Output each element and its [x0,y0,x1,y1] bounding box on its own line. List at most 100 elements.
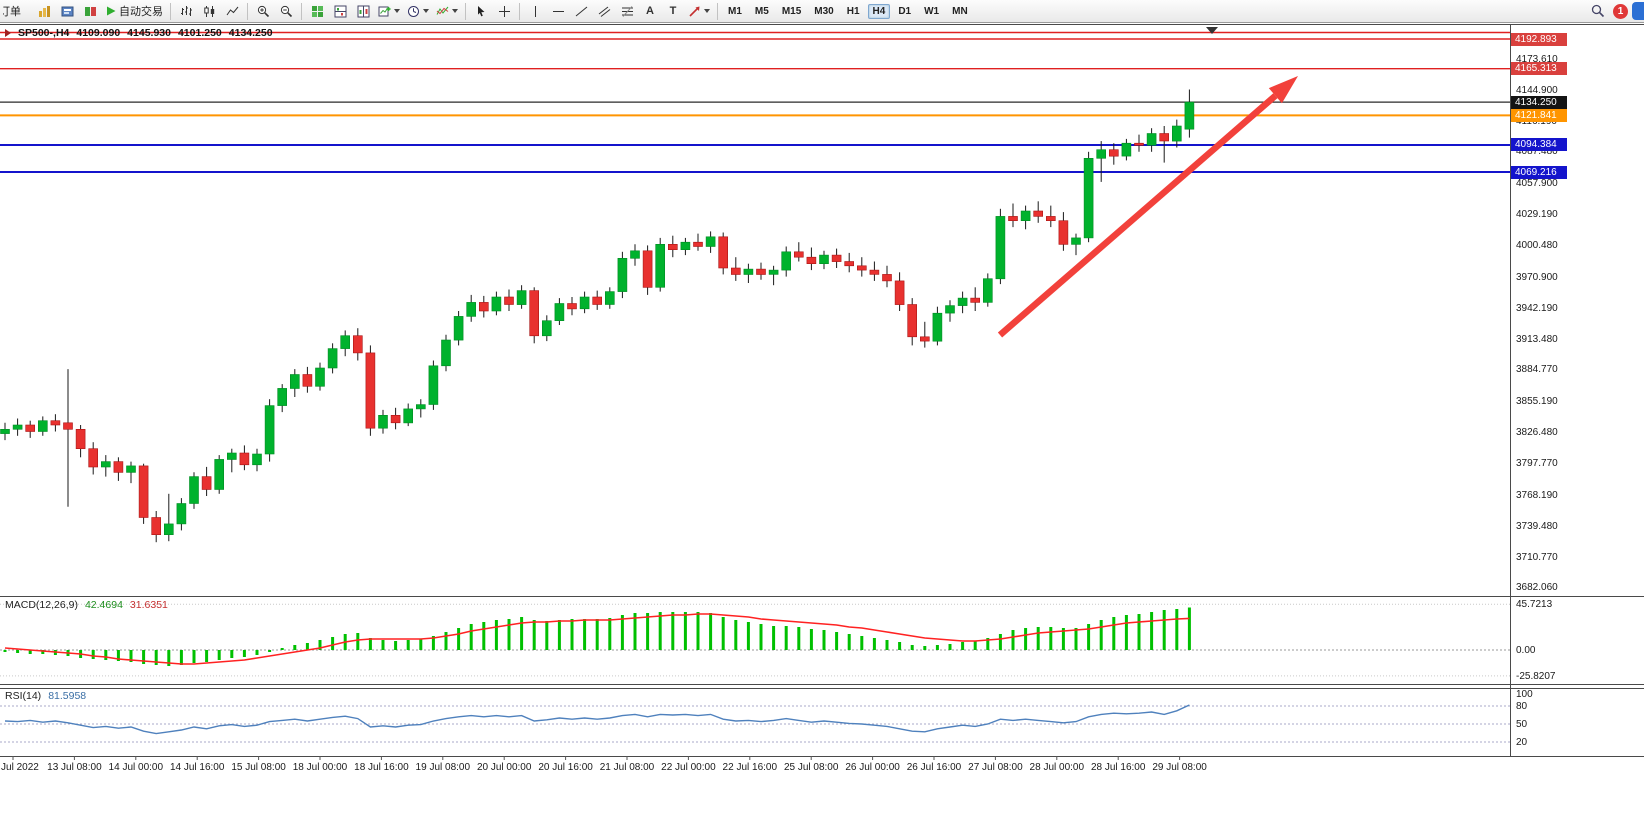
price-axis-tick: 3913.480 [1516,333,1558,345]
price-axis-tick: 4057.900 [1516,178,1558,190]
text-tool[interactable]: A [639,2,661,21]
timeframe-mn[interactable]: MN [952,5,968,17]
timeframe-m30[interactable]: M30 [814,5,834,17]
charts-profile-button[interactable] [33,2,55,21]
rsi-line [4,704,1190,735]
cursor-button[interactable] [470,2,492,21]
time-axis-label: 26 Jul 00:00 [845,762,900,773]
autotrading-label: 自动交易 [119,6,163,18]
macd-histogram [3,607,1191,666]
arrange-vertical-button[interactable] [352,2,374,21]
trend-arrow-head [1268,76,1298,104]
price-level-tag[interactable]: 4069.216 [1511,165,1567,179]
line-chart-icon [226,6,238,15]
notification-badge[interactable]: 1 [1613,3,1628,19]
periods-button[interactable] [404,2,432,21]
time-axis-label: 20 Jul 16:00 [538,762,593,773]
terminal-icon [61,6,73,16]
tile-windows-button[interactable] [306,2,328,21]
time-axis-label: 29 Jul 08:00 [1152,762,1207,773]
timeframe-d1[interactable]: D1 [898,5,912,17]
time-axis-label: 14 Jul 00:00 [108,762,164,773]
price-axis-tick: 3884.770 [1516,364,1558,376]
ohlc-bars-icon [180,5,192,16]
price-level-tag[interactable]: 4192.893 [1511,32,1567,46]
crosshair-icon [498,5,510,17]
text-tool-icon: A [646,4,654,17]
time-axis-label: 13 Jul 08:00 [47,762,102,773]
time-axis-label: 18 Jul 00:00 [292,762,348,773]
price-axis-tick: 3797.770 [1516,457,1558,469]
price-level-tag[interactable]: 4121.841 [1511,108,1567,122]
time-axis-label: 19 Jul 08:00 [415,762,471,773]
equidistant-channel-icon [598,6,610,17]
history-center-button[interactable] [79,2,101,21]
vertical-line-icon [534,5,536,17]
vertical-line-tool[interactable] [524,2,546,21]
charts-profile-icon [38,5,50,17]
rsi-axis-label: 100 [1516,689,1533,700]
macd-signal-value: 31.6351 [129,599,168,611]
symbol-marker-icon [5,29,11,37]
time-axis-label: 18 Jul 16:00 [354,762,409,773]
candlestick-chart-button[interactable] [198,2,220,21]
arrows-tool[interactable] [685,2,713,21]
macd-signal-line [4,613,1190,665]
tile-windows-icon [311,5,323,17]
timeframe-m15[interactable]: M15 [781,5,802,17]
time-axis-label: 25 Jul 08:00 [783,762,839,773]
price-level-tag[interactable]: 4134.250 [1511,95,1567,109]
separator [247,2,248,20]
fibonacci-tool[interactable] [616,2,638,21]
price-axis-tick: 4000.480 [1516,239,1558,251]
chart-low: 4101.250 [177,27,222,39]
arrow-tool-icon [689,6,700,17]
search-button[interactable] [1587,2,1609,21]
new-chart-button[interactable] [375,2,403,21]
price-level-tag[interactable]: 4165.313 [1511,62,1567,76]
separator [465,2,466,20]
channel-tool[interactable] [593,2,615,21]
price-axis-tick: 3739.480 [1516,520,1558,532]
rsi-value: 81.5958 [48,690,87,702]
line-chart-button[interactable] [221,2,243,21]
price-axis-tick: 3682.060 [1516,582,1558,594]
indicators-button[interactable] [433,2,461,21]
macd-axis-label: 45.7213 [1516,599,1553,611]
cursor-arrow-icon [477,5,484,16]
price-level-tag[interactable]: 4094.384 [1511,138,1567,152]
horizontal-line-icon [552,10,564,12]
timeframe-m1[interactable]: M1 [728,5,742,17]
autotrading-button[interactable]: 自动交易 [102,2,166,21]
arrange-vertical-icon [357,5,369,17]
time-axis-label: 14 Jul 16:00 [169,762,225,773]
crosshair-button[interactable] [493,2,515,21]
bar-chart-button[interactable] [175,2,197,21]
candlestick-icon [203,5,214,17]
candles [0,89,1195,543]
new-chart-icon [378,6,391,16]
horizontal-line-tool[interactable] [547,2,569,21]
toolbar: 订单 自动交易 [0,0,1644,23]
timeframe-h4[interactable]: H4 [867,3,891,19]
autotrading-play-icon [107,6,116,16]
terminal-button[interactable] [56,2,78,21]
timeframe-w1[interactable]: W1 [924,5,940,17]
time-axis-label: 15 Jul 08:00 [231,762,286,773]
new-order-button[interactable]: 订单 [2,2,32,21]
text-label-tool[interactable]: T [662,2,684,21]
chevron-down-icon [452,9,458,13]
search-icon [1591,4,1605,18]
trendline-tool[interactable] [570,2,592,21]
price-axis-tick: 4087.480 [1516,146,1558,158]
timeframe-h1[interactable]: H1 [846,5,860,17]
timeframe-m5[interactable]: M5 [754,5,769,17]
time-axis-label: 21 Jul 08:00 [599,762,655,773]
rsi-label: RSI(14) 81.5958 [5,690,86,702]
macd-axis-label: 0.00 [1516,645,1536,656]
cascade-windows-button[interactable] [329,2,351,21]
zoom-in-button[interactable] [252,2,274,21]
zoom-out-button[interactable] [275,2,297,21]
